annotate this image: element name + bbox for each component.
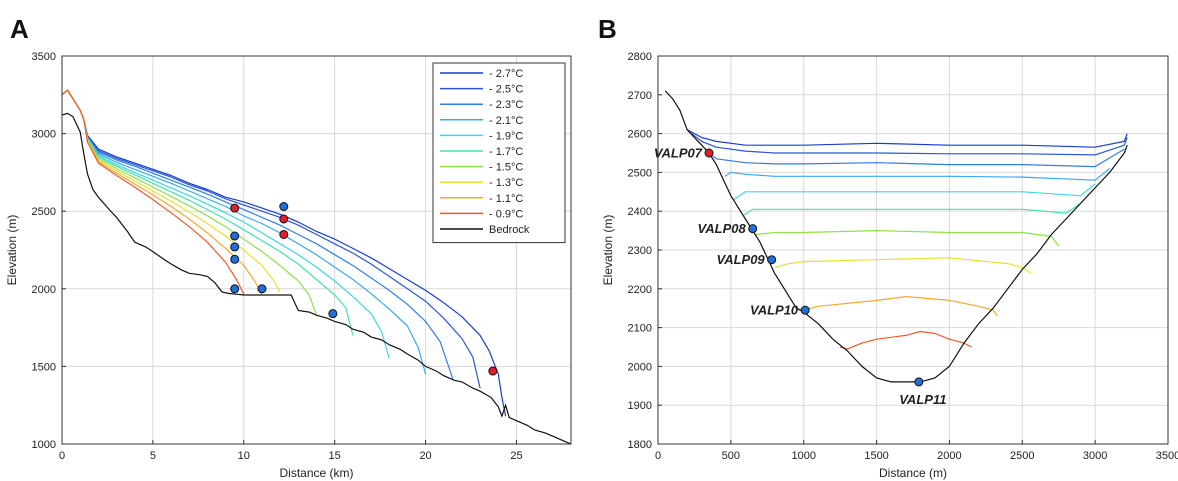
y-tick-label: 2500 <box>32 206 56 218</box>
series-line-1 <box>691 133 1128 156</box>
point-label: VALP07 <box>654 146 703 161</box>
series-line-4 <box>733 183 1096 201</box>
point-label: VALP09 <box>716 252 765 267</box>
point-label: VALP08 <box>698 221 747 236</box>
bedrock-line <box>61 112 572 445</box>
sample-point <box>914 377 924 387</box>
bedrock-line <box>664 90 1128 383</box>
x-tick-label: 1500 <box>864 450 888 462</box>
legend-label: - 1.1°C <box>489 193 523 205</box>
series-line-2 <box>708 148 1125 168</box>
sample-point <box>767 255 777 265</box>
legend-label: - 1.3°C <box>489 177 523 189</box>
legend-label: - 2.5°C <box>489 84 523 96</box>
x-axis-label: Distance (km) <box>279 466 353 480</box>
y-tick-label: 2800 <box>628 51 652 63</box>
sample-point <box>704 148 714 158</box>
x-tick-label: 1000 <box>791 450 815 462</box>
x-tick-label: 20 <box>419 450 431 462</box>
y-tick-label: 2200 <box>628 284 652 296</box>
chart-b: VALP07 VALP08 VALP09 VALP10 VALP11 0 500 1000 15… <box>601 51 1178 480</box>
x-axis-label: Distance (m) <box>879 466 947 480</box>
y-axis-label: Elevation (m) <box>601 215 615 286</box>
y-tick-label: 1900 <box>628 400 652 412</box>
legend-label: - 1.9°C <box>489 130 523 142</box>
sample-point <box>230 231 240 241</box>
y-tick-label: 2000 <box>32 284 56 296</box>
panel-a-letter: A <box>10 14 29 44</box>
y-tick-label: 2400 <box>628 206 652 218</box>
legend-label: - 2.3°C <box>489 99 523 111</box>
y-tick-label: 2700 <box>628 90 652 102</box>
plot-frame <box>61 55 572 445</box>
point-label: VALP11 <box>899 392 946 407</box>
sample-point <box>279 229 289 239</box>
legend-label: - 0.9°C <box>489 208 523 220</box>
series-line-1 <box>61 89 481 389</box>
x-tick-label: 500 <box>722 450 740 462</box>
series-line-0 <box>61 89 507 417</box>
series-line-0 <box>686 129 1128 148</box>
sample-point <box>279 202 289 212</box>
chart-a: 0 5 10 15 20 25 1000 1500 2000 2500 3000 3500 Distan… <box>5 51 572 480</box>
legend-label: Bedrock <box>489 224 530 236</box>
x-tick-label: 25 <box>510 450 522 462</box>
series-line-3 <box>724 168 1111 181</box>
y-tick-label: 2500 <box>628 167 652 179</box>
x-tick-label: 15 <box>329 450 341 462</box>
y-tick-label: 1500 <box>32 361 56 373</box>
sample-point <box>800 305 810 315</box>
x-tick-label: 3500 <box>1156 450 1178 462</box>
series-line-9 <box>839 330 972 350</box>
sample-point <box>279 214 289 224</box>
y-tick-label: 2000 <box>628 361 652 373</box>
sample-point <box>230 242 240 252</box>
sample-point <box>328 309 338 319</box>
series-line-5 <box>743 202 1081 216</box>
series-line-7 <box>774 257 1032 274</box>
legend-label: - 2.1°C <box>489 115 523 127</box>
legend-label: - 1.7°C <box>489 146 523 158</box>
y-tick-label: 2600 <box>628 129 652 141</box>
legend-label: - 2.7°C <box>489 68 523 80</box>
x-tick-label: 2500 <box>1010 450 1034 462</box>
x-tick-label: 0 <box>59 450 65 462</box>
series-line-6 <box>755 230 1060 247</box>
sample-point <box>257 284 267 294</box>
y-tick-label: 2100 <box>628 323 652 335</box>
x-tick-label: 5 <box>150 450 156 462</box>
y-axis-label: Elevation (m) <box>5 215 19 286</box>
x-tick-label: 3000 <box>1083 450 1107 462</box>
sample-point <box>230 254 240 264</box>
legend-label: - 1.5°C <box>489 162 523 174</box>
y-tick-label: 1800 <box>628 439 652 451</box>
y-tick-label: 3500 <box>32 51 56 63</box>
sample-point <box>748 224 758 234</box>
x-tick-label: 0 <box>655 450 661 462</box>
x-tick-label: 2000 <box>937 450 961 462</box>
point-label: VALP10 <box>750 303 799 318</box>
y-tick-label: 1000 <box>32 439 56 451</box>
x-tick-label: 10 <box>238 450 250 462</box>
sample-point <box>230 284 240 294</box>
series-line-9 <box>61 89 245 295</box>
panel-b-letter: B <box>598 14 617 44</box>
sample-point <box>230 203 240 213</box>
sample-point <box>488 366 498 376</box>
y-tick-label: 2300 <box>628 245 652 257</box>
y-tick-label: 3000 <box>32 129 56 141</box>
